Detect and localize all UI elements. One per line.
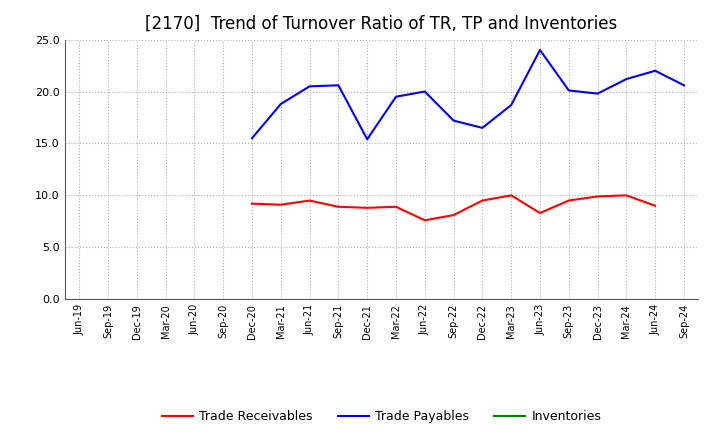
Trade Receivables xyxy=(305,198,314,203)
Trade Payables xyxy=(392,94,400,99)
Line: Trade Receivables: Trade Receivables xyxy=(252,195,655,220)
Trade Receivables xyxy=(334,204,343,209)
Trade Payables xyxy=(276,101,285,106)
Trade Payables xyxy=(564,88,573,93)
Trade Receivables xyxy=(449,213,458,218)
Trade Receivables xyxy=(651,203,660,209)
Trade Payables xyxy=(449,118,458,123)
Trade Receivables xyxy=(392,204,400,209)
Trade Receivables xyxy=(622,193,631,198)
Trade Payables xyxy=(622,77,631,82)
Trade Payables xyxy=(334,83,343,88)
Trade Receivables xyxy=(536,210,544,216)
Trade Payables xyxy=(305,84,314,89)
Trade Receivables xyxy=(593,194,602,199)
Trade Receivables xyxy=(420,218,429,223)
Trade Payables xyxy=(478,125,487,131)
Trade Payables xyxy=(420,89,429,94)
Trade Receivables xyxy=(248,201,256,206)
Trade Payables xyxy=(507,103,516,108)
Trade Receivables xyxy=(363,205,372,210)
Trade Payables xyxy=(248,136,256,141)
Trade Payables xyxy=(363,137,372,142)
Legend: Trade Receivables, Trade Payables, Inventories: Trade Receivables, Trade Payables, Inven… xyxy=(157,405,606,428)
Trade Payables xyxy=(593,91,602,96)
Title: [2170]  Trend of Turnover Ratio of TR, TP and Inventories: [2170] Trend of Turnover Ratio of TR, TP… xyxy=(145,15,618,33)
Trade Receivables xyxy=(564,198,573,203)
Trade Payables xyxy=(651,68,660,73)
Line: Trade Payables: Trade Payables xyxy=(252,50,684,139)
Trade Receivables xyxy=(478,198,487,203)
Trade Payables xyxy=(536,48,544,53)
Trade Payables xyxy=(680,83,688,88)
Trade Receivables xyxy=(276,202,285,207)
Trade Receivables xyxy=(507,193,516,198)
